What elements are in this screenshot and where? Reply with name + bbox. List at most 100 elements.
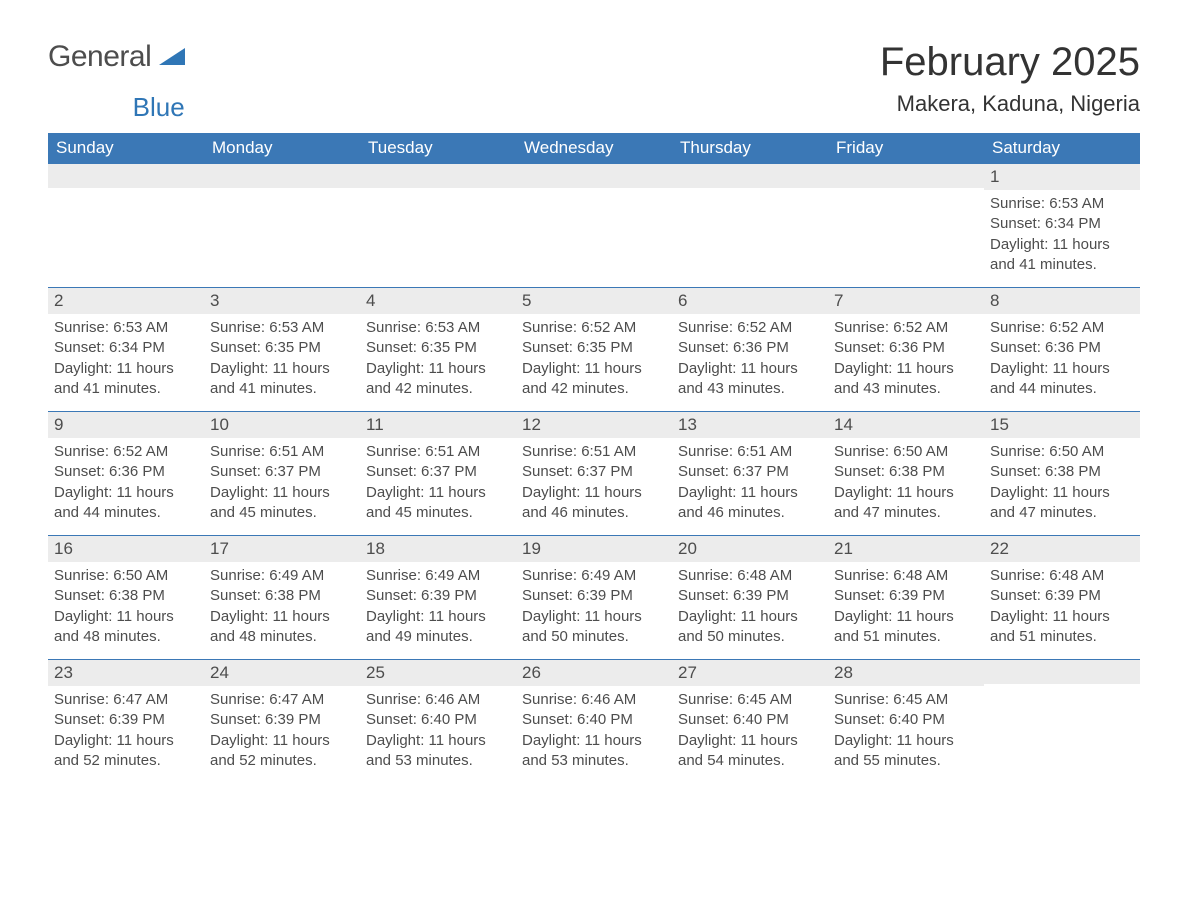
day-number: 13 <box>672 412 828 438</box>
day-cell: 9Sunrise: 6:52 AMSunset: 6:36 PMDaylight… <box>48 412 204 536</box>
day-details: Sunrise: 6:49 AMSunset: 6:39 PMDaylight:… <box>360 562 516 653</box>
daylight-line: Daylight: 11 hours and 53 minutes. <box>366 731 510 772</box>
day-details <box>204 188 360 268</box>
sunset-line: Sunset: 6:37 PM <box>210 462 354 482</box>
day-cell: 3Sunrise: 6:53 AMSunset: 6:35 PMDaylight… <box>204 288 360 412</box>
day-number: 11 <box>360 412 516 438</box>
sunset-line: Sunset: 6:38 PM <box>834 462 978 482</box>
sunrise-line: Sunrise: 6:45 AM <box>834 690 978 710</box>
daylight-line: Daylight: 11 hours and 46 minutes. <box>522 483 666 524</box>
day-cell: 19Sunrise: 6:49 AMSunset: 6:39 PMDayligh… <box>516 536 672 660</box>
day-details: Sunrise: 6:52 AMSunset: 6:36 PMDaylight:… <box>48 438 204 529</box>
sunset-line: Sunset: 6:38 PM <box>990 462 1134 482</box>
day-details: Sunrise: 6:51 AMSunset: 6:37 PMDaylight:… <box>204 438 360 529</box>
sunrise-line: Sunrise: 6:47 AM <box>210 690 354 710</box>
col-sunday: Sunday <box>48 133 204 164</box>
day-number: 7 <box>828 288 984 314</box>
empty-cell <box>828 164 984 288</box>
day-cell: 24Sunrise: 6:47 AMSunset: 6:39 PMDayligh… <box>204 660 360 784</box>
day-number: 18 <box>360 536 516 562</box>
col-thursday: Thursday <box>672 133 828 164</box>
day-cell: 18Sunrise: 6:49 AMSunset: 6:39 PMDayligh… <box>360 536 516 660</box>
header: General Blue February 2025 Makera, Kadun… <box>48 40 1140 123</box>
sunrise-line: Sunrise: 6:52 AM <box>678 318 822 338</box>
day-details: Sunrise: 6:51 AMSunset: 6:37 PMDaylight:… <box>360 438 516 529</box>
col-wednesday: Wednesday <box>516 133 672 164</box>
week-row: 9Sunrise: 6:52 AMSunset: 6:36 PMDaylight… <box>48 412 1140 536</box>
day-details <box>984 684 1140 764</box>
week-row: 16 Sunrise: 6:50 AM Sunset: 6:38 PM Dayligh… <box>48 536 1140 660</box>
sunrise-line: Sunrise: 6:50 AM <box>54 566 198 586</box>
day-cell: 22Sunrise: 6:48 AMSunset: 6:39 PMDayligh… <box>984 536 1140 660</box>
day-number <box>516 164 672 188</box>
day-number: 16 <box>48 536 204 562</box>
daylight-line: Daylight: 11 hours and 51 minutes. <box>834 607 978 648</box>
sunset-line: Sunset: 6:39 PM <box>366 586 510 606</box>
sunset-line: Sunset: 6:40 PM <box>834 710 978 730</box>
day-cell: 10Sunrise: 6:51 AMSunset: 6:37 PMDayligh… <box>204 412 360 536</box>
daylight-line: Daylight: 11 hours and 52 minutes. <box>54 731 198 772</box>
location-subtitle: Makera, Kaduna, Nigeria <box>880 91 1140 117</box>
daylight-line: Daylight: 11 hours and 46 minutes. <box>678 483 822 524</box>
day-details: Sunrise: 6:50 AMSunset: 6:38 PMDaylight:… <box>828 438 984 529</box>
daylight-line: Daylight: 11 hours and 52 minutes. <box>210 731 354 772</box>
day-details: Sunrise: 6:53 AMSunset: 6:35 PMDaylight:… <box>204 314 360 405</box>
logo-triangle-icon <box>159 48 185 71</box>
day-cell: 16Sunrise: 6:50 AMSunset: 6:38 PMDayligh… <box>48 536 204 660</box>
sunset-line: Sunset: 6:35 PM <box>210 338 354 358</box>
daylight-line: Daylight: 11 hours and 43 minutes. <box>678 359 822 400</box>
daylight-line: Daylight: 11 hours and 53 minutes. <box>522 731 666 772</box>
empty-cell <box>984 660 1140 784</box>
sunset-line: Sunset: 6:34 PM <box>990 214 1134 234</box>
daylight-line: Daylight: 11 hours and 48 minutes. <box>54 607 198 648</box>
daylight-line: Daylight: 11 hours and 45 minutes. <box>210 483 354 524</box>
week-row: 23Sunrise: 6:47 AMSunset: 6:39 PMDayligh… <box>48 660 1140 784</box>
empty-cell <box>48 164 204 288</box>
day-number: 8 <box>984 288 1140 314</box>
col-friday: Friday <box>828 133 984 164</box>
day-details: Sunrise: 6:50 AMSunset: 6:38 PMDaylight:… <box>984 438 1140 529</box>
day-number: 21 <box>828 536 984 562</box>
day-cell: 27Sunrise: 6:45 AMSunset: 6:40 PMDayligh… <box>672 660 828 784</box>
sunset-line: Sunset: 6:38 PM <box>210 586 354 606</box>
sunrise-line: Sunrise: 6:46 AM <box>522 690 666 710</box>
day-number: 9 <box>48 412 204 438</box>
col-tuesday: Tuesday <box>360 133 516 164</box>
sunset-line: Sunset: 6:40 PM <box>366 710 510 730</box>
sunrise-line: Sunrise: 6:52 AM <box>990 318 1134 338</box>
sunrise-line: Sunrise: 6:51 AM <box>678 442 822 462</box>
calendar-table: Sunday Monday Tuesday Wednesday Thursday… <box>48 133 1140 784</box>
day-cell: 28Sunrise: 6:45 AMSunset: 6:40 PMDayligh… <box>828 660 984 784</box>
calendar-body: 1Sunrise: 6:53 AMSunset: 6:34 PMDaylight… <box>48 164 1140 784</box>
daylight-line: Daylight: 11 hours and 50 minutes. <box>678 607 822 648</box>
day-cell: 15Sunrise: 6:50 AMSunset: 6:38 PMDayligh… <box>984 412 1140 536</box>
day-cell: 8Sunrise: 6:52 AMSunset: 6:36 PMDaylight… <box>984 288 1140 412</box>
day-details: Sunrise: 6:47 AMSunset: 6:39 PMDaylight:… <box>48 686 204 777</box>
day-number: 1 <box>984 164 1140 190</box>
logo-text-blue: Blue <box>46 92 185 123</box>
day-cell: 17Sunrise: 6:49 AMSunset: 6:38 PMDayligh… <box>204 536 360 660</box>
day-details: Sunrise: 6:48 AMSunset: 6:39 PMDaylight:… <box>828 562 984 653</box>
sunrise-line: Sunrise: 6:51 AM <box>210 442 354 462</box>
day-details: Sunrise: 6:53 AMSunset: 6:34 PMDaylight:… <box>984 190 1140 281</box>
col-monday: Monday <box>204 133 360 164</box>
day-number: 26 <box>516 660 672 686</box>
week-row: 2Sunrise: 6:53 AMSunset: 6:34 PMDaylight… <box>48 288 1140 412</box>
sunset-line: Sunset: 6:34 PM <box>54 338 198 358</box>
sunset-line: Sunset: 6:35 PM <box>366 338 510 358</box>
daylight-line: Daylight: 11 hours and 43 minutes. <box>834 359 978 400</box>
day-details: Sunrise: 6:52 AMSunset: 6:35 PMDaylight:… <box>516 314 672 405</box>
day-number <box>360 164 516 188</box>
day-cell: 20Sunrise: 6:48 AMSunset: 6:39 PMDayligh… <box>672 536 828 660</box>
day-cell: 26Sunrise: 6:46 AMSunset: 6:40 PMDayligh… <box>516 660 672 784</box>
empty-cell <box>672 164 828 288</box>
day-cell: 21Sunrise: 6:48 AMSunset: 6:39 PMDayligh… <box>828 536 984 660</box>
sunset-line: Sunset: 6:39 PM <box>54 710 198 730</box>
day-cell: 13Sunrise: 6:51 AMSunset: 6:37 PMDayligh… <box>672 412 828 536</box>
day-cell: 2Sunrise: 6:53 AMSunset: 6:34 PMDaylight… <box>48 288 204 412</box>
daylight-line: Daylight: 11 hours and 49 minutes. <box>366 607 510 648</box>
day-details: Sunrise: 6:48 AMSunset: 6:39 PMDaylight:… <box>672 562 828 653</box>
day-cell: 4Sunrise: 6:53 AMSunset: 6:35 PMDaylight… <box>360 288 516 412</box>
daylight-line: Daylight: 11 hours and 45 minutes. <box>366 483 510 524</box>
daylight-line: Daylight: 11 hours and 44 minutes. <box>990 359 1134 400</box>
